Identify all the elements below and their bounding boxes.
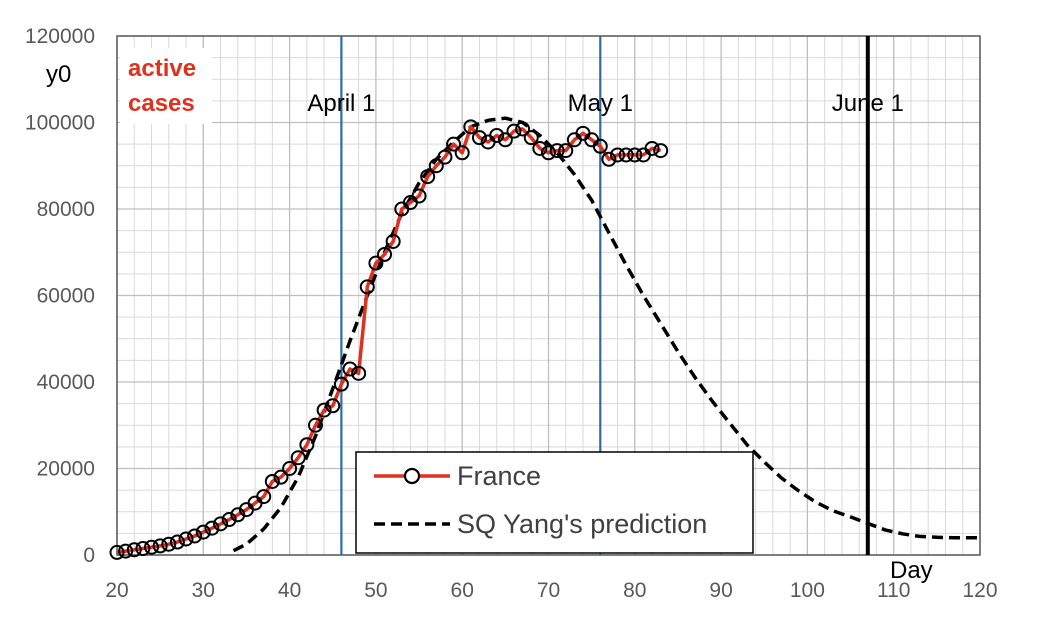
france-data-point (299, 437, 315, 453)
france-data-point (221, 512, 237, 528)
france-data-point (342, 361, 358, 377)
x-tick-label: 50 (364, 579, 387, 602)
france-data-point (256, 489, 272, 505)
france-data-point (213, 516, 229, 532)
france-data-point (454, 145, 470, 161)
chart-title-line-2: cases (128, 90, 195, 117)
date-marker-labels: April 1 May 1 June 1 (307, 90, 903, 117)
france-data-point (549, 143, 565, 159)
france-data-point (532, 140, 548, 156)
france-series-markers (109, 119, 669, 560)
france-data-point (351, 365, 367, 381)
france-data-point (126, 542, 142, 558)
france-data-point (489, 127, 505, 143)
france-data-point (592, 138, 608, 154)
france-data-point (161, 536, 177, 552)
france-data-point (411, 188, 427, 204)
france-data-point (428, 158, 444, 174)
france-data-point (264, 473, 280, 489)
y-tick-labels: 0 20000 40000 60000 80000 100000 120000 (25, 25, 95, 567)
france-data-point (359, 279, 375, 295)
x-tick-label: 80 (623, 579, 646, 602)
y-tick-label: 120000 (25, 25, 95, 48)
france-data-point (290, 450, 306, 466)
y-tick-label: 80000 (37, 198, 95, 221)
y-tick-label: 60000 (37, 285, 95, 308)
france-data-point (446, 136, 462, 152)
legend-france-label: France (457, 461, 541, 491)
france-data-point (144, 539, 160, 555)
x-tick-label: 110 (877, 579, 910, 602)
france-data-point (178, 531, 194, 547)
prediction-series-line (232, 116, 980, 553)
france-data-point (558, 143, 574, 159)
france-data-point (187, 528, 203, 544)
france-data-point (325, 398, 341, 414)
france-data-point (497, 132, 513, 148)
legend-prediction-label: SQ Yang's prediction (457, 509, 707, 539)
france-data-point (471, 130, 487, 146)
france-data-point (368, 255, 384, 271)
france-data-point (377, 246, 393, 262)
x-tick-label: 70 (537, 579, 560, 602)
france-data-point (307, 417, 323, 433)
france-data-point (204, 520, 220, 536)
france-data-point (506, 123, 522, 139)
x-tick-labels: 20 30 40 50 60 70 80 90 100 110 120 (105, 579, 997, 602)
france-data-point (316, 402, 332, 418)
x-tick-label: 30 (192, 579, 215, 602)
france-data-point (541, 145, 556, 161)
france-data-point (118, 543, 134, 559)
legend-box (355, 451, 754, 554)
legend-france-marker (403, 467, 421, 485)
y-tick-label: 0 (83, 544, 95, 567)
y-tick-label: 40000 (37, 371, 95, 394)
x-tick-label: 20 (105, 579, 128, 602)
x-tick-label: 40 (278, 579, 301, 602)
france-data-point (195, 524, 211, 540)
france-data-point (653, 143, 669, 159)
france-data-point (618, 147, 634, 163)
france-data-point (644, 140, 660, 156)
x-tick-label: 100 (790, 579, 825, 602)
france-data-point (463, 119, 479, 135)
date-marker-label: June 1 (832, 90, 904, 117)
france-data-point (109, 544, 125, 560)
legend: France SQ Yang's prediction (355, 451, 754, 554)
x-tick-label: 90 (709, 579, 732, 602)
france-data-point (523, 130, 539, 146)
y-tick-label: 20000 (37, 458, 95, 481)
france-data-point (601, 151, 617, 167)
x-tick-label: 120 (962, 579, 997, 602)
france-data-point (515, 121, 531, 137)
france-data-point (437, 149, 453, 165)
x-tick-label: 60 (451, 579, 474, 602)
date-marker-label: April 1 (307, 90, 375, 117)
y-axis-label: y0 (46, 61, 71, 88)
title-backdrop (120, 48, 212, 124)
plot-frame (116, 35, 981, 556)
france-data-point (333, 376, 349, 392)
france-data-point (273, 469, 289, 485)
france-data-point (385, 233, 401, 249)
france-data-point (420, 169, 436, 185)
france-data-point (282, 461, 298, 476)
france-data-point (627, 147, 643, 163)
france-data-point (135, 541, 151, 557)
y-tick-label: 100000 (25, 112, 95, 135)
x-axis-label: Day (890, 557, 933, 584)
france-data-point (610, 147, 626, 163)
france-data-point (169, 534, 185, 550)
france-data-point (152, 538, 168, 554)
chart-title-line-1: active (128, 55, 196, 82)
date-marker-label: May 1 (568, 90, 633, 117)
